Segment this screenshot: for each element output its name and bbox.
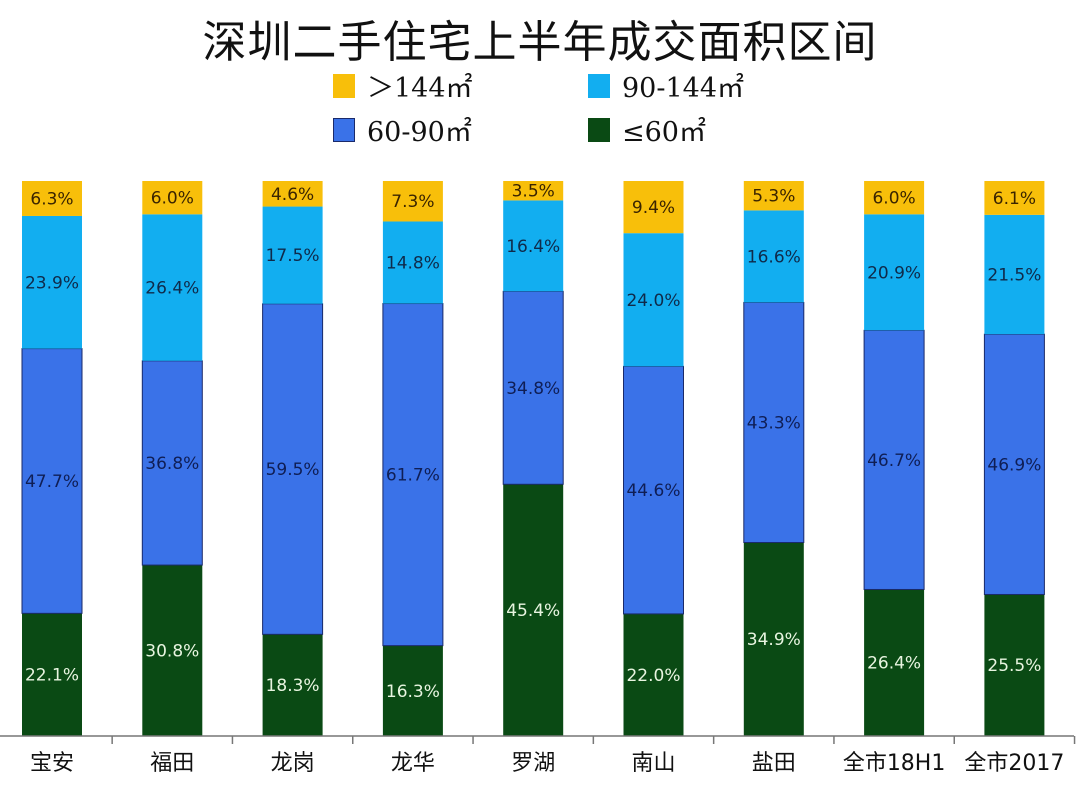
bar-segment [984, 594, 1045, 736]
data-label: 18.3% [266, 676, 320, 696]
bar-segment [743, 181, 804, 211]
legend-swatch-60-90 [333, 117, 355, 142]
data-label: 43.3% [747, 413, 801, 433]
category-label: 盐田 [752, 751, 796, 776]
data-label: 46.9% [987, 455, 1041, 475]
bar-segment [141, 360, 203, 566]
legend-label-over-144: ＞144㎡ [367, 73, 473, 104]
category-label: 南山 [631, 751, 675, 776]
data-label: 30.8% [145, 642, 199, 662]
legend-item-90-144: 90-144㎡ [588, 66, 744, 105]
bar-segment [864, 214, 925, 331]
bar-segment [21, 348, 83, 614]
bar-segment [382, 221, 443, 304]
legend-item-under-60: ≤60㎡ [588, 110, 706, 149]
data-label: 47.7% [25, 472, 79, 492]
data-label: 26.4% [145, 279, 199, 299]
data-label: 61.7% [386, 466, 440, 486]
data-label: 6.3% [30, 189, 73, 209]
data-label: 20.9% [867, 263, 921, 283]
bar-segment [142, 214, 203, 361]
data-label: 16.4% [506, 237, 560, 257]
data-label: 7.3% [391, 192, 434, 212]
bar-segment [382, 645, 443, 736]
bar-segment [262, 181, 323, 207]
category-label: 宝安 [30, 751, 74, 776]
bar-segment [262, 303, 324, 635]
data-label: 16.6% [747, 247, 801, 267]
legend-label-under-60: ≤60㎡ [622, 117, 706, 148]
category-label: 罗湖 [511, 751, 555, 776]
data-label: 59.5% [266, 460, 320, 480]
data-label: 22.0% [626, 666, 680, 686]
bar-segment [503, 181, 564, 201]
bar-segment [22, 181, 82, 216]
bar-segment [262, 634, 323, 736]
data-label: 26.4% [867, 654, 921, 674]
legend-item-60-90: 60-90㎡ [333, 110, 472, 149]
bar-segment [382, 181, 443, 222]
data-label: 25.5% [987, 656, 1041, 676]
data-label: 4.6% [271, 185, 314, 205]
bar-segment [262, 206, 323, 304]
data-label: 3.5% [512, 182, 555, 202]
legend-label-90-144: 90-144㎡ [622, 73, 745, 104]
bar-segment [623, 181, 684, 234]
category-label: 福田 [150, 751, 194, 776]
bar-segment [743, 301, 805, 543]
data-label: 16.3% [386, 682, 440, 702]
legend-swatch-under-60 [588, 117, 610, 142]
data-label: 23.9% [25, 273, 79, 293]
data-label: 6.1% [993, 189, 1036, 209]
bar-segment [983, 333, 1045, 595]
bar-segment [503, 200, 564, 292]
data-label: 6.0% [872, 189, 915, 209]
bar-segment [623, 233, 684, 367]
bar-segment [743, 542, 804, 736]
bar-segment [863, 329, 925, 590]
category-label: 全市18H1 [843, 751, 946, 776]
bar-segment [142, 565, 203, 736]
category-label: 龙岗 [271, 751, 315, 776]
data-label: 44.6% [626, 481, 680, 501]
bar-segment [743, 210, 804, 303]
bar-segment [623, 365, 684, 615]
bar-segment [864, 181, 925, 215]
bar-segment [22, 215, 82, 349]
bar-segment [142, 181, 203, 215]
bar-segment [22, 613, 82, 736]
bar-segment [984, 214, 1045, 335]
bar-segment [623, 613, 684, 736]
data-label: 14.8% [386, 254, 440, 274]
data-label: 46.7% [867, 451, 921, 471]
category-label: 龙华 [391, 751, 435, 776]
data-label: 9.4% [632, 198, 675, 218]
data-label: 34.8% [506, 379, 560, 399]
data-label: 21.5% [987, 266, 1041, 286]
legend-swatch-90-144 [588, 73, 610, 98]
legend-item-over-144: ＞144㎡ [333, 66, 473, 105]
data-label: 17.5% [266, 246, 320, 266]
bar-segment [864, 589, 925, 736]
data-label: 5.3% [752, 187, 795, 207]
category-label: 全市2017 [964, 751, 1064, 776]
data-label: 45.4% [506, 601, 560, 621]
legend-swatch-over-144 [333, 73, 355, 98]
data-label: 34.9% [747, 630, 801, 650]
legend-label-60-90: 60-90㎡ [367, 117, 472, 148]
bar-segment [382, 303, 444, 647]
bar-segment [984, 181, 1045, 215]
bar-segment [503, 484, 564, 736]
data-label: 6.0% [151, 189, 194, 209]
data-label: 24.0% [626, 291, 680, 311]
data-label: 36.8% [145, 454, 199, 474]
bar-segment [502, 290, 564, 485]
data-label: 22.1% [25, 666, 79, 686]
chart-title: 深圳二手住宅上半年成交面积区间 [202, 17, 878, 68]
